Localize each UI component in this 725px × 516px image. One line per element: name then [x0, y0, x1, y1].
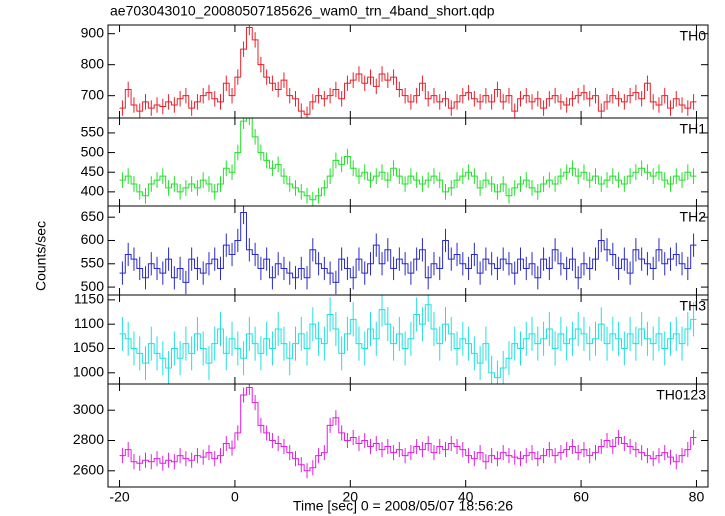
panel: [119, 118, 697, 206]
y-tick-label: 550: [81, 124, 105, 140]
chart-title: ae703043010_20080507185626_wam0_trn_4ban…: [110, 3, 495, 19]
x-tick-label: -20: [109, 489, 129, 505]
y-tick-label: 900: [81, 24, 105, 40]
y-tick-label: 500: [81, 143, 105, 159]
step-line: [119, 26, 697, 115]
x-tick-label: 60: [573, 489, 589, 505]
panel-label: TH1: [680, 121, 707, 137]
panel-frame: [107, 24, 709, 119]
step-line: [119, 118, 697, 201]
y-tick-label: 700: [81, 86, 105, 102]
y-tick-label: 1050: [73, 339, 104, 355]
x-tick-label: 40: [458, 489, 474, 505]
step-line: [119, 212, 697, 283]
panel: [119, 206, 697, 295]
x-axis-label: Time [sec] 0 = 2008/05/07 18:56:26: [293, 498, 513, 514]
y-tick-label: 450: [81, 163, 105, 179]
y-tick-label: 2600: [73, 461, 104, 477]
panel-label: TH2: [680, 209, 707, 225]
panel: [119, 25, 697, 118]
y-tick-label: 800: [81, 55, 105, 71]
y-tick-label: 400: [81, 183, 105, 199]
y-tick-label: 600: [81, 231, 105, 247]
x-tick-label: 0: [231, 489, 239, 505]
x-tick-label: 20: [343, 489, 359, 505]
panel-frame: [107, 383, 709, 488]
y-tick-label: 650: [81, 208, 105, 224]
y-axis-label: Counts/sec: [33, 221, 49, 291]
panel: [119, 384, 697, 479]
panel-frame: [107, 205, 709, 296]
y-tick-label: 3000: [73, 401, 104, 417]
step-line: [119, 386, 697, 472]
x-tick-label: 80: [689, 489, 705, 505]
y-tick-label: 550: [81, 254, 105, 270]
panel-label: TH0123: [656, 387, 706, 403]
panel-frame: [107, 117, 709, 207]
panel-label: TH3: [680, 298, 707, 314]
panel-label: TH0: [680, 28, 707, 44]
y-tick-label: 1000: [73, 364, 104, 380]
y-tick-label: 1150: [74, 291, 104, 307]
y-tick-label: 1100: [74, 315, 104, 331]
y-tick-label: 500: [81, 278, 105, 294]
y-tick-label: 2800: [73, 431, 104, 447]
panel: [119, 295, 697, 384]
step-line: [119, 304, 697, 379]
